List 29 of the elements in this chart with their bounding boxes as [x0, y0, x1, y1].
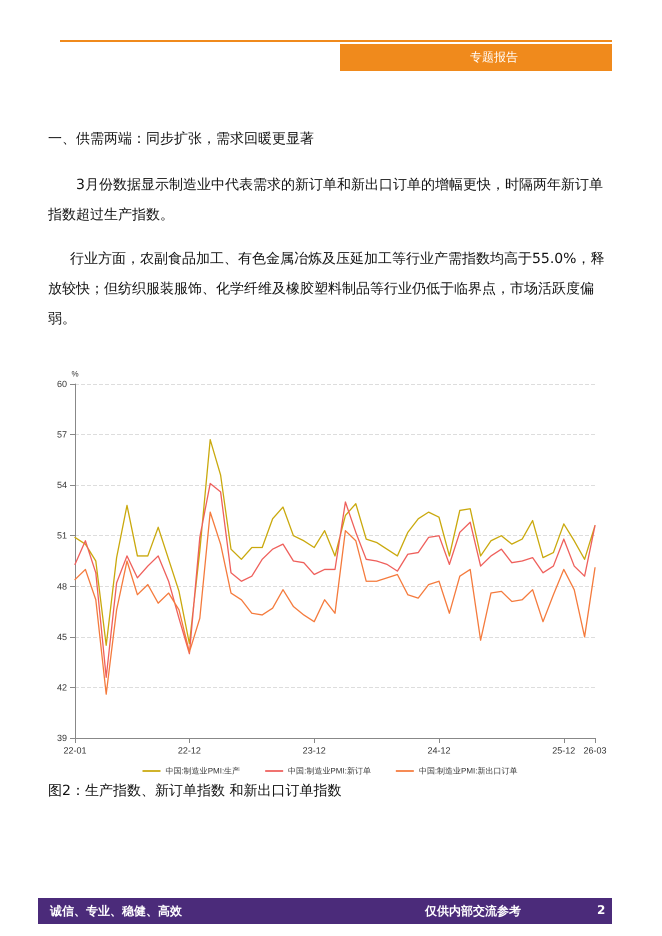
- y-tick-label: 60: [56, 379, 67, 389]
- y-tick-label: 42: [56, 682, 67, 692]
- line-series: [74, 438, 596, 646]
- y-tick-label: 51: [56, 530, 67, 541]
- y-tick-label: 45: [56, 632, 67, 642]
- text: 一、供需两端：同步扩张，需求回暖更显著: [48, 130, 314, 148]
- legend-label: 中国:制造业PMI:生产: [166, 766, 240, 776]
- text: 2: [597, 903, 606, 917]
- y-tick-label: 48: [56, 581, 67, 592]
- text: 行业方面，农副食品加工、有色金属冶炼及压延加工等行业产需指数均高于55.0%，释放较快；但纺织服装服饰、化学纤维及橡胶塑料制品等行业仍低于临界点，市场活跃度偏弱。: [48, 250, 606, 329]
- legend-label: 中国:制造业PMI:新订单: [288, 766, 371, 776]
- y-axis-title: %: [71, 370, 79, 378]
- text: 诚信、专业、稳健、高效: [50, 903, 182, 920]
- y-tick-label: 57: [56, 430, 67, 440]
- x-tick-label: 23-12: [302, 746, 326, 756]
- x-tick-label: 22-01: [63, 746, 87, 756]
- text: 3月份数据显示制造业中代表需求的新订单和新出口订单的增幅更快，时隔两年新订单指数超过生产指数。: [48, 176, 604, 225]
- y-tick-label: 39: [56, 733, 67, 743]
- x-tick-label: 25-12: [552, 746, 576, 756]
- y-tick-label: 54: [56, 480, 67, 490]
- text: 专题报告: [470, 49, 518, 66]
- x-tick-label: 26-03: [583, 746, 607, 756]
- text: 仅供内部交流参考: [425, 903, 521, 920]
- x-tick-label: 22-12: [178, 746, 201, 756]
- line-series: [74, 511, 596, 695]
- line-series: [74, 482, 596, 678]
- legend-label: 中国:制造业PMI:新出口订单: [418, 766, 518, 776]
- x-tick-label: 24-12: [427, 746, 451, 756]
- caption: 图2：生产指数、新订单指数 和新出口订单指数: [48, 782, 342, 800]
